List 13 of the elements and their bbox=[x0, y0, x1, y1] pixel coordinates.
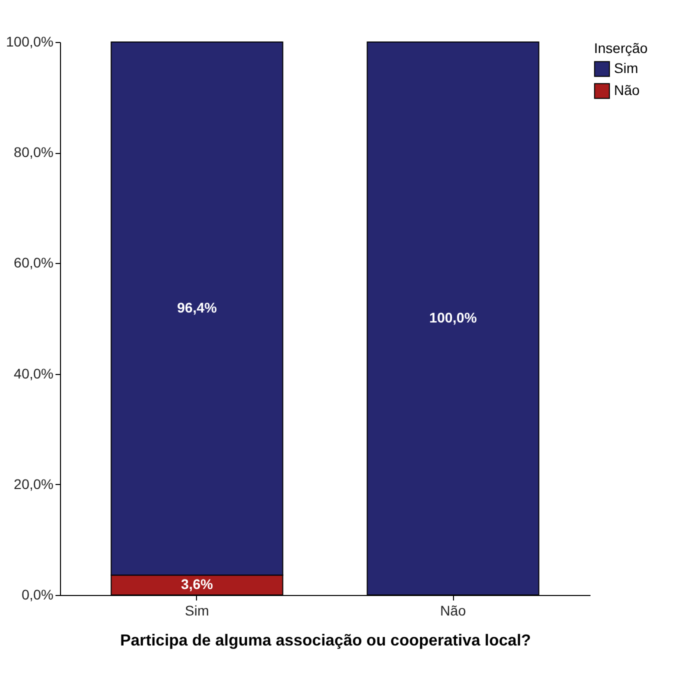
data-label: 3,6% bbox=[181, 576, 214, 592]
legend-label: Sim bbox=[614, 60, 638, 76]
y-tick-label: 100,0% bbox=[6, 34, 54, 50]
y-tick-label: 0,0% bbox=[22, 586, 54, 602]
legend-label: Não bbox=[614, 82, 640, 98]
legend-title: Inserção bbox=[594, 40, 648, 56]
y-tick-label: 60,0% bbox=[14, 254, 54, 271]
x-axis-title: Participa de alguma associação ou cooperativa local? bbox=[120, 632, 531, 650]
y-tick-label: 40,0% bbox=[14, 365, 54, 382]
data-label: 96,4% bbox=[177, 300, 218, 316]
y-tick-label: 20,0% bbox=[14, 476, 54, 492]
data-label: 100,0% bbox=[429, 310, 478, 326]
y-tick-label: 80,0% bbox=[14, 144, 54, 160]
